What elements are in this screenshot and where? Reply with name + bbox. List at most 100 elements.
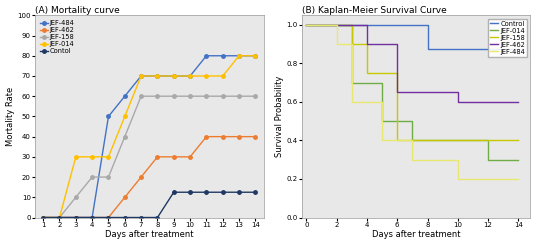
Contol xyxy=(138,216,144,219)
JEF-484 xyxy=(154,74,161,77)
JEF-484 xyxy=(348,100,355,103)
Contol xyxy=(252,191,259,194)
JEF-158 xyxy=(56,216,63,219)
JEF-158 xyxy=(72,196,79,199)
JEF-484 xyxy=(236,54,242,57)
Contol xyxy=(40,216,47,219)
JEF-158 xyxy=(515,139,522,142)
JEF-462 xyxy=(303,24,310,26)
JEF-014 xyxy=(154,74,161,77)
JEF-462 xyxy=(394,91,400,94)
JEF-484 xyxy=(220,54,226,57)
JEF-462 xyxy=(72,216,79,219)
JEF-014 xyxy=(105,155,111,158)
JEF-462 xyxy=(515,100,522,103)
JEF-462 xyxy=(40,216,47,219)
JEF-462 xyxy=(220,135,226,138)
JEF-484 xyxy=(187,74,193,77)
JEF-158 xyxy=(220,95,226,98)
JEF-158 xyxy=(122,135,128,138)
JEF-014 xyxy=(40,216,47,219)
JEF-158 xyxy=(364,43,370,46)
JEF-158 xyxy=(364,72,370,74)
Control xyxy=(425,24,431,26)
JEF-484 xyxy=(105,115,111,118)
JEF-484 xyxy=(252,54,259,57)
JEF-484 xyxy=(303,24,310,26)
Contol xyxy=(187,191,193,194)
JEF-158 xyxy=(303,24,310,26)
Line: JEF-484: JEF-484 xyxy=(41,54,257,219)
Text: (B) Kaplan-Meier Survival Curve: (B) Kaplan-Meier Survival Curve xyxy=(302,6,446,14)
JEF-014 xyxy=(379,81,385,84)
JEF-484 xyxy=(203,54,210,57)
X-axis label: Days after treatment: Days after treatment xyxy=(372,231,460,239)
JEF-014 xyxy=(138,74,144,77)
JEF-484 xyxy=(333,24,340,26)
JEF-462 xyxy=(89,216,95,219)
Line: JEF-014: JEF-014 xyxy=(41,54,257,219)
JEF-462 xyxy=(236,135,242,138)
JEF-462 xyxy=(187,155,193,158)
JEF-484 xyxy=(333,43,340,46)
JEF-014 xyxy=(236,54,242,57)
JEF-158 xyxy=(89,176,95,179)
JEF-158 xyxy=(154,95,161,98)
JEF-158 xyxy=(40,216,47,219)
JEF-014 xyxy=(409,139,415,142)
JEF-158 xyxy=(394,72,400,74)
JEF-462 xyxy=(154,155,161,158)
JEF-462 xyxy=(455,100,461,103)
JEF-484 xyxy=(409,139,415,142)
JEF-484 xyxy=(348,43,355,46)
Line: JEF-158: JEF-158 xyxy=(41,95,257,219)
JEF-484 xyxy=(170,74,177,77)
JEF-462 xyxy=(170,155,177,158)
JEF-484 xyxy=(409,158,415,161)
Y-axis label: Mortality Rate: Mortality Rate xyxy=(5,87,14,146)
Contol xyxy=(105,216,111,219)
JEF-484 xyxy=(500,178,507,181)
JEF-484 xyxy=(515,178,522,181)
JEF-462 xyxy=(56,216,63,219)
JEF-462 xyxy=(203,135,210,138)
Line: Contol: Contol xyxy=(41,191,257,219)
Contol xyxy=(154,216,161,219)
JEF-484 xyxy=(72,216,79,219)
Contol xyxy=(236,191,242,194)
JEF-014 xyxy=(203,74,210,77)
JEF-158 xyxy=(170,95,177,98)
JEF-014 xyxy=(122,115,128,118)
JEF-484 xyxy=(455,158,461,161)
Control xyxy=(303,24,310,26)
JEF-484 xyxy=(379,100,385,103)
Line: JEF-462: JEF-462 xyxy=(307,25,518,102)
JEF-484 xyxy=(40,216,47,219)
JEF-014 xyxy=(220,74,226,77)
JEF-158 xyxy=(105,176,111,179)
JEF-014 xyxy=(252,54,259,57)
Contol xyxy=(122,216,128,219)
JEF-158 xyxy=(252,95,259,98)
JEF-014 xyxy=(303,24,310,26)
Y-axis label: Survival Probability: Survival Probability xyxy=(274,76,284,157)
JEF-014 xyxy=(187,74,193,77)
JEF-014 xyxy=(56,216,63,219)
JEF-014 xyxy=(409,120,415,123)
Line: Control: Control xyxy=(307,25,518,49)
Contol xyxy=(56,216,63,219)
JEF-014 xyxy=(485,139,492,142)
JEF-462 xyxy=(455,91,461,94)
JEF-158 xyxy=(348,43,355,46)
JEF-462 xyxy=(252,135,259,138)
JEF-014 xyxy=(515,158,522,161)
X-axis label: Days after treatment: Days after treatment xyxy=(105,231,193,239)
JEF-462 xyxy=(364,43,370,46)
JEF-484 xyxy=(56,216,63,219)
JEF-014 xyxy=(348,81,355,84)
JEF-484 xyxy=(455,178,461,181)
JEF-158 xyxy=(187,95,193,98)
JEF-462 xyxy=(105,216,111,219)
JEF-484 xyxy=(122,95,128,98)
Legend: JEF-484, JEF-462, JEF-158, JEF-014, Contol: JEF-484, JEF-462, JEF-158, JEF-014, Cont… xyxy=(39,19,76,55)
